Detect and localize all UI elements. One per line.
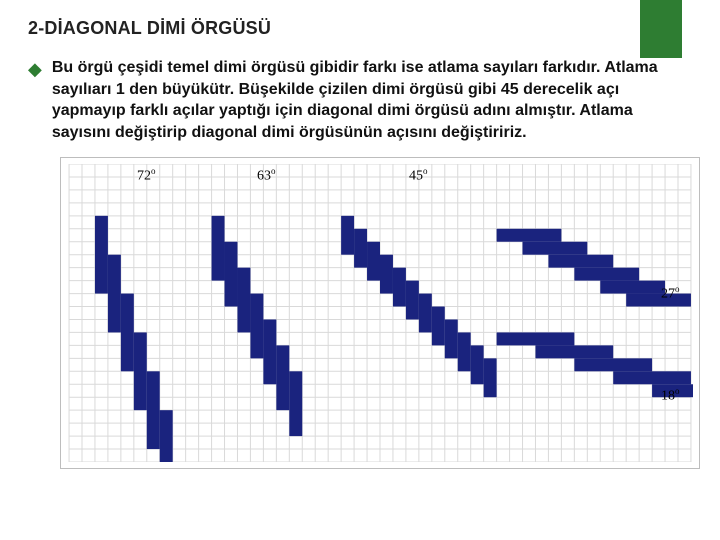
angle-label: 27o (661, 284, 680, 303)
diagram-frame: 72o 63o 45o 27o 18o (60, 157, 700, 469)
angle-label: 45o (409, 166, 428, 185)
body-row: ◆ Bu örgü çeşidi temel dimi örgüsü gibid… (28, 57, 692, 143)
diagram: 72o 63o 45o 27o 18o (67, 164, 693, 462)
slide-title: 2-DİAGONAL DİMİ ÖRGÜSÜ (28, 18, 692, 39)
angle-label: 18o (661, 386, 680, 405)
angle-label: 72o (137, 166, 156, 185)
accent-bar (640, 0, 682, 58)
body-text: Bu örgü çeşidi temel dimi örgüsü gibidir… (52, 57, 672, 143)
slide-content: 2-DİAGONAL DİMİ ÖRGÜSÜ ◆ Bu örgü çeşidi … (0, 0, 720, 469)
diagram-svg (67, 164, 693, 462)
bullet-icon: ◆ (28, 59, 42, 79)
angle-label: 63o (257, 166, 276, 185)
